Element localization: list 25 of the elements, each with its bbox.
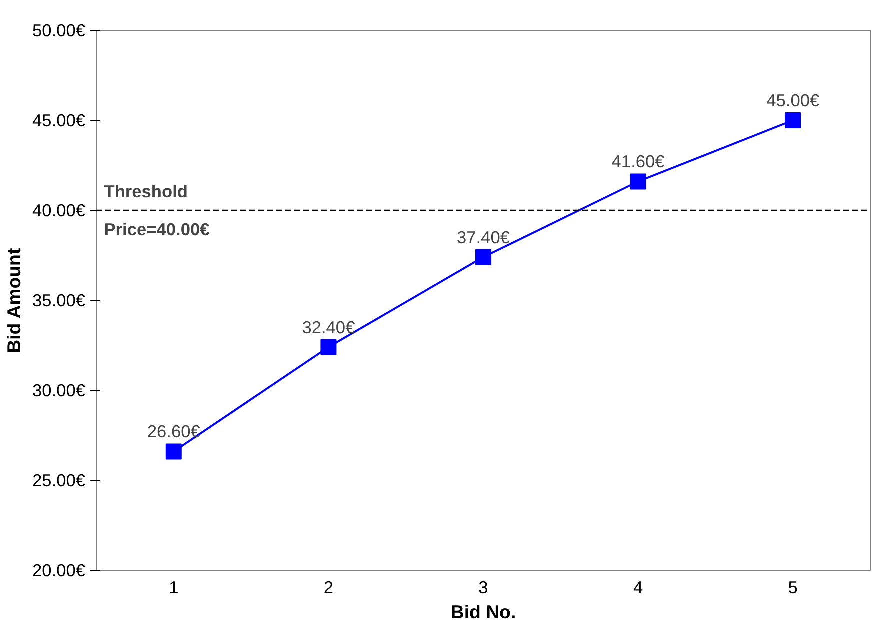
data-label: 37.40€ [457,227,510,248]
y-axis-title: Bid Amount [4,248,24,354]
y-tick-label: 35.00€ [32,290,86,310]
point [630,174,646,190]
x-axis-title: Bid No. [450,602,516,622]
point [166,444,182,460]
y-tick-label: 30.00€ [32,380,86,400]
ref-line-label: Threshold Price=40.00€ [104,182,210,240]
y-tick-label: 20.00€ [32,560,86,580]
y-tick-label: 45.00€ [32,110,86,130]
data-label: 32.40€ [302,317,356,338]
y-tick-label: 25.00€ [32,470,86,490]
point [320,339,337,356]
point [476,249,492,266]
x-tick-label: 3 [478,578,488,598]
x-tick-label: 5 [788,578,798,598]
data-label: 45.00€ [766,90,820,110]
y-tick-label: 40.00€ [32,200,86,220]
data-label: 41.60€ [612,152,666,172]
y-tick-label: 50.00€ [32,20,86,40]
x-tick-label: 1 [169,578,179,598]
data-label: 26.60€ [147,422,201,442]
x-tick-label: 2 [324,578,334,598]
point [785,112,802,128]
x-tick-label: 4 [633,578,644,598]
